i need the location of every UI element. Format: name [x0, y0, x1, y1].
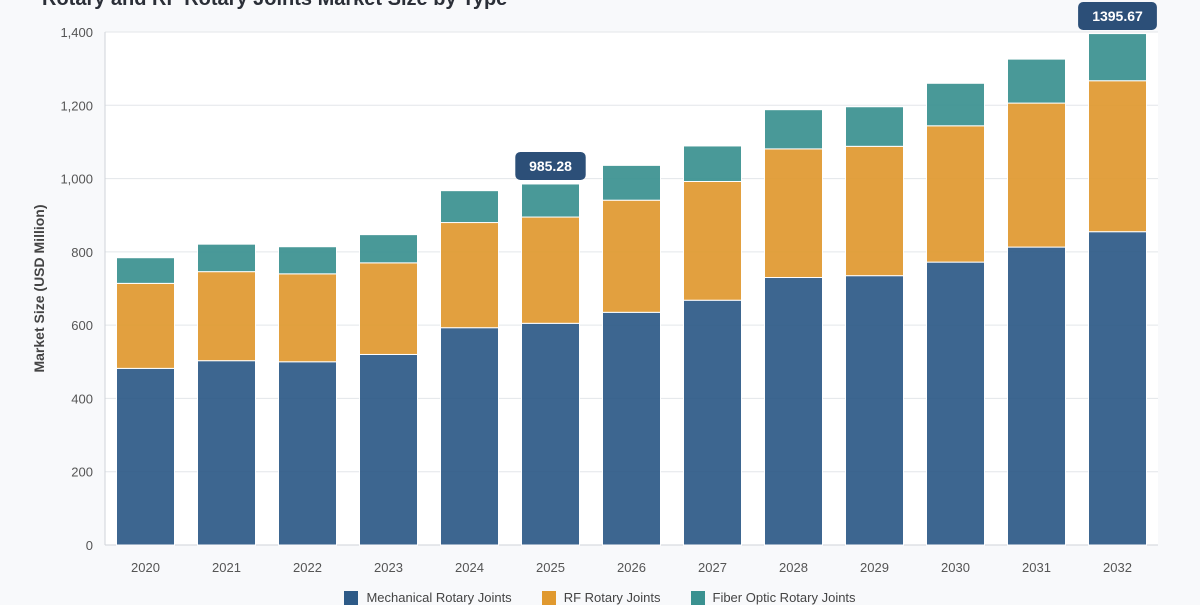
bar-segment-2029-series-1: [845, 145, 904, 277]
bar-segment-2021-series-0: [197, 360, 256, 546]
y-axis-title: Market Size (USD Million): [31, 204, 47, 372]
bar-segment-2026-series-1: [602, 199, 661, 313]
bar-segment-2023-series-2: [359, 234, 418, 264]
y-tick-label: 0: [86, 538, 93, 553]
bar-segment-2031-series-1: [1007, 102, 1066, 248]
x-tick-label: 2027: [698, 560, 727, 575]
legend-item-rf[interactable]: RF Rotary Joints: [541, 590, 661, 605]
bar-segment-2020-series-0: [116, 367, 175, 546]
bar-segment-2028-series-1: [764, 148, 823, 279]
bar-segment-2022-series-0: [278, 361, 337, 546]
x-tick-label: 2026: [617, 560, 646, 575]
callout-box: [1078, 2, 1157, 30]
bar-segment-2027-series-1: [683, 181, 742, 301]
y-tick-label: 800: [71, 245, 93, 260]
x-tick-label: 2030: [941, 560, 970, 575]
bar-segment-2021-series-1: [197, 271, 256, 362]
bar-segment-2031-series-0: [1007, 246, 1066, 546]
bar-segment-2025-series-0: [521, 322, 580, 546]
bar-segment-2023-series-1: [359, 262, 418, 355]
callout-label: 985.28: [529, 158, 572, 174]
legend-swatch-mechanical: [344, 590, 359, 605]
bar-segment-2020-series-1: [116, 282, 175, 369]
legend-swatch-fiber-optic: [690, 590, 705, 605]
y-tick-label: 1,000: [60, 172, 93, 187]
bar-segment-2030-series-1: [926, 125, 985, 263]
x-tick-label: 2028: [779, 560, 808, 575]
x-tick-label: 2021: [212, 560, 241, 575]
bar-segment-2022-series-1: [278, 273, 337, 363]
bar-segment-2030-series-2: [926, 82, 985, 127]
bar-segment-2024-series-2: [440, 190, 499, 224]
bar-segment-2020-series-2: [116, 257, 175, 284]
bar-segment-2025-series-1: [521, 216, 580, 324]
x-tick-label: 2031: [1022, 560, 1051, 575]
legend-label-mechanical: Mechanical Rotary Joints: [366, 590, 512, 605]
bar-segment-2030-series-0: [926, 261, 985, 546]
bar-segment-2024-series-0: [440, 327, 499, 546]
x-tick-label: 2020: [131, 560, 160, 575]
legend-label-fiber-optic: Fiber Optic Rotary Joints: [712, 590, 856, 605]
bar-segment-2029-series-0: [845, 275, 904, 546]
bar-segment-2026-series-0: [602, 311, 661, 546]
legend-item-fiber-optic[interactable]: Fiber Optic Rotary Joints: [690, 590, 856, 605]
bar-segment-2026-series-2: [602, 164, 661, 201]
legend-label-rf: RF Rotary Joints: [563, 590, 661, 605]
legend-item-mechanical[interactable]: Mechanical Rotary Joints: [344, 590, 512, 605]
x-tick-label: 2022: [293, 560, 322, 575]
bar-segment-2029-series-2: [845, 106, 904, 147]
legend-swatch-rf: [541, 590, 556, 605]
bar-segment-2028-series-2: [764, 109, 823, 150]
callout-label: 1395.67: [1092, 8, 1143, 24]
bar-segment-2032-series-2: [1088, 33, 1147, 82]
callout-box: [515, 151, 586, 180]
bar-segment-2024-series-1: [440, 222, 499, 329]
bar-segment-2025-series-2: [521, 183, 580, 218]
y-tick-label: 1,200: [60, 98, 93, 113]
y-tick-label: 200: [71, 465, 93, 480]
bar-segment-2021-series-2: [197, 243, 256, 273]
y-tick-label: 600: [71, 318, 93, 333]
legend: Mechanical Rotary Joints RF Rotary Joint…: [0, 590, 1200, 605]
bar-segment-2031-series-2: [1007, 58, 1066, 104]
bar-segment-2028-series-0: [764, 277, 823, 546]
bar-segment-2027-series-0: [683, 299, 742, 546]
bar-segment-2027-series-2: [683, 145, 742, 183]
y-tick-label: 1,400: [60, 25, 93, 40]
x-tick-label: 2032: [1103, 560, 1132, 575]
bar-segment-2022-series-2: [278, 246, 337, 275]
bar-segment-2032-series-1: [1088, 80, 1147, 233]
bar-segment-2032-series-0: [1088, 231, 1147, 546]
bar-segment-2023-series-0: [359, 353, 418, 546]
x-tick-label: 2023: [374, 560, 403, 575]
x-tick-label: 2024: [455, 560, 484, 575]
chart-title: Rotary and RF Rotary Joints Market Size …: [42, 0, 507, 11]
x-tick-label: 2025: [536, 560, 565, 575]
y-tick-label: 400: [71, 391, 93, 406]
x-tick-label: 2029: [860, 560, 889, 575]
